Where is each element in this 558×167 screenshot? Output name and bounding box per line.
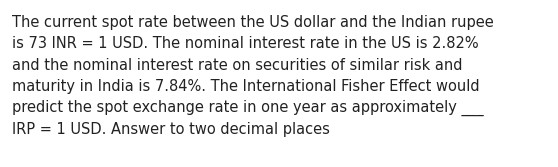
Text: The current spot rate between the US dollar and the Indian rupee
is 73 INR = 1 U: The current spot rate between the US dol… [12, 15, 494, 137]
